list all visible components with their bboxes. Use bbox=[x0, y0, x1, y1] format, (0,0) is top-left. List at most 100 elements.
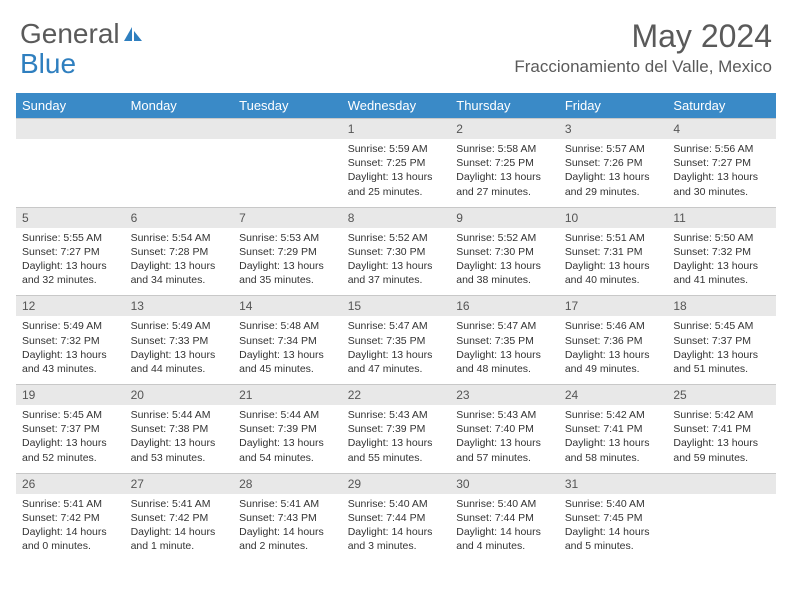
daylight-text: Daylight: 14 hours and 0 minutes. bbox=[22, 525, 119, 553]
sunset-text: Sunset: 7:32 PM bbox=[673, 245, 770, 259]
day-number-row: 12131415161718 bbox=[16, 296, 776, 317]
day-number: 22 bbox=[342, 385, 451, 406]
sunrise-text: Sunrise: 5:44 AM bbox=[239, 408, 336, 422]
day-number: 12 bbox=[16, 296, 125, 317]
day-content-row: Sunrise: 5:59 AMSunset: 7:25 PMDaylight:… bbox=[16, 139, 776, 207]
sunrise-text: Sunrise: 5:46 AM bbox=[565, 319, 662, 333]
day-number: 24 bbox=[559, 385, 668, 406]
sunrise-text: Sunrise: 5:40 AM bbox=[456, 497, 553, 511]
daylight-text: Daylight: 13 hours and 34 minutes. bbox=[131, 259, 228, 287]
day-number bbox=[233, 119, 342, 140]
weekday-header: Thursday bbox=[450, 93, 559, 119]
day-cell: Sunrise: 5:57 AMSunset: 7:26 PMDaylight:… bbox=[559, 139, 668, 207]
daylight-text: Daylight: 13 hours and 45 minutes. bbox=[239, 348, 336, 376]
daylight-text: Daylight: 13 hours and 49 minutes. bbox=[565, 348, 662, 376]
daylight-text: Daylight: 13 hours and 55 minutes. bbox=[348, 436, 445, 464]
sunrise-text: Sunrise: 5:59 AM bbox=[348, 142, 445, 156]
sunset-text: Sunset: 7:37 PM bbox=[22, 422, 119, 436]
sunrise-text: Sunrise: 5:48 AM bbox=[239, 319, 336, 333]
day-cell: Sunrise: 5:40 AMSunset: 7:45 PMDaylight:… bbox=[559, 494, 668, 562]
day-cell: Sunrise: 5:42 AMSunset: 7:41 PMDaylight:… bbox=[559, 405, 668, 473]
sails-icon bbox=[122, 18, 144, 50]
day-number bbox=[667, 473, 776, 494]
title-block: May 2024 Fraccionamiento del Valle, Mexi… bbox=[514, 18, 772, 77]
sunset-text: Sunset: 7:35 PM bbox=[348, 334, 445, 348]
day-number: 13 bbox=[125, 296, 234, 317]
day-cell: Sunrise: 5:55 AMSunset: 7:27 PMDaylight:… bbox=[16, 228, 125, 296]
day-number: 27 bbox=[125, 473, 234, 494]
daylight-text: Daylight: 14 hours and 1 minute. bbox=[131, 525, 228, 553]
sunrise-text: Sunrise: 5:49 AM bbox=[22, 319, 119, 333]
day-content-row: Sunrise: 5:45 AMSunset: 7:37 PM Daylight:… bbox=[16, 405, 776, 473]
day-cell: Sunrise: 5:46 AMSunset: 7:36 PMDaylight:… bbox=[559, 316, 668, 384]
weekday-header-row: Sunday Monday Tuesday Wednesday Thursday… bbox=[16, 93, 776, 119]
day-cell: Sunrise: 5:42 AMSunset: 7:41 PMDaylight:… bbox=[667, 405, 776, 473]
day-cell: Sunrise: 5:41 AMSunset: 7:43 PMDaylight:… bbox=[233, 494, 342, 562]
sunrise-text: Sunrise: 5:56 AM bbox=[673, 142, 770, 156]
sunrise-text: Sunrise: 5:43 AM bbox=[348, 408, 445, 422]
day-cell: Sunrise: 5:44 AMSunset: 7:38 PMDaylight:… bbox=[125, 405, 234, 473]
sunset-text: Sunset: 7:42 PM bbox=[131, 511, 228, 525]
day-cell: Sunrise: 5:41 AMSunset: 7:42 PMDaylight:… bbox=[16, 494, 125, 562]
day-number: 17 bbox=[559, 296, 668, 317]
sunset-text: Sunset: 7:26 PM bbox=[565, 156, 662, 170]
page-header: General May 2024 Fraccionamiento del Val… bbox=[0, 0, 792, 83]
daylight-text: Daylight: 14 hours and 5 minutes. bbox=[565, 525, 662, 553]
day-cell: Sunrise: 5:40 AMSunset: 7:44 PMDaylight:… bbox=[342, 494, 451, 562]
day-number: 25 bbox=[667, 385, 776, 406]
day-number-row: 1234 bbox=[16, 119, 776, 140]
sunset-text: Sunset: 7:42 PM bbox=[22, 511, 119, 525]
sunrise-text: Sunrise: 5:55 AM bbox=[22, 231, 119, 245]
day-cell: Sunrise: 5:50 AMSunset: 7:32 PMDaylight:… bbox=[667, 228, 776, 296]
day-cell: Sunrise: 5:53 AMSunset: 7:29 PMDaylight:… bbox=[233, 228, 342, 296]
calendar-table: Sunday Monday Tuesday Wednesday Thursday… bbox=[16, 93, 776, 561]
daylight-text: Daylight: 13 hours and 30 minutes. bbox=[673, 170, 770, 198]
day-cell: Sunrise: 5:41 AMSunset: 7:42 PMDaylight:… bbox=[125, 494, 234, 562]
day-number: 3 bbox=[559, 119, 668, 140]
weekday-header: Monday bbox=[125, 93, 234, 119]
day-content-row: Sunrise: 5:49 AMSunset: 7:32 PM Daylight:… bbox=[16, 316, 776, 384]
day-number: 15 bbox=[342, 296, 451, 317]
daylight-text: Daylight: 13 hours and 29 minutes. bbox=[565, 170, 662, 198]
daylight-text: Daylight: 14 hours and 4 minutes. bbox=[456, 525, 553, 553]
daylight-text: Daylight: 13 hours and 58 minutes. bbox=[565, 436, 662, 464]
daylight-text: Daylight: 13 hours and 25 minutes. bbox=[348, 170, 445, 198]
day-number: 2 bbox=[450, 119, 559, 140]
day-cell: Sunrise: 5:47 AMSunset: 7:35 PMDaylight:… bbox=[342, 316, 451, 384]
sunset-text: Sunset: 7:32 PM bbox=[22, 334, 119, 348]
sunset-text: Sunset: 7:36 PM bbox=[565, 334, 662, 348]
sunrise-text: Sunrise: 5:53 AM bbox=[239, 231, 336, 245]
sunset-text: Sunset: 7:37 PM bbox=[673, 334, 770, 348]
day-number-row: 19202122232425 bbox=[16, 385, 776, 406]
day-content-row: Sunrise: 5:41 AMSunset: 7:42 PMDaylight:… bbox=[16, 494, 776, 562]
sunrise-text: Sunrise: 5:45 AM bbox=[22, 408, 119, 422]
daylight-text: Daylight: 13 hours and 32 minutes. bbox=[22, 259, 119, 287]
day-number: 9 bbox=[450, 207, 559, 228]
sunrise-text: Sunrise: 5:52 AM bbox=[348, 231, 445, 245]
day-number: 4 bbox=[667, 119, 776, 140]
day-number: 28 bbox=[233, 473, 342, 494]
weekday-header: Saturday bbox=[667, 93, 776, 119]
day-cell: Sunrise: 5:48 AMSunset: 7:34 PMDaylight:… bbox=[233, 316, 342, 384]
day-cell: Sunrise: 5:52 AMSunset: 7:30 PMDaylight:… bbox=[342, 228, 451, 296]
sunset-text: Sunset: 7:41 PM bbox=[565, 422, 662, 436]
day-cell: Sunrise: 5:45 AMSunset: 7:37 PMDaylight:… bbox=[16, 405, 125, 473]
day-number: 16 bbox=[450, 296, 559, 317]
sunset-text: Sunset: 7:29 PM bbox=[239, 245, 336, 259]
daylight-text: Daylight: 14 hours and 2 minutes. bbox=[239, 525, 336, 553]
sunset-text: Sunset: 7:27 PM bbox=[673, 156, 770, 170]
day-number: 30 bbox=[450, 473, 559, 494]
daylight-text: Daylight: 13 hours and 37 minutes. bbox=[348, 259, 445, 287]
daylight-text: Daylight: 13 hours and 57 minutes. bbox=[456, 436, 553, 464]
sunset-text: Sunset: 7:34 PM bbox=[239, 334, 336, 348]
sunrise-text: Sunrise: 5:41 AM bbox=[239, 497, 336, 511]
sunrise-text: Sunrise: 5:51 AM bbox=[565, 231, 662, 245]
day-cell: Sunrise: 5:45 AMSunset: 7:37 PMDaylight:… bbox=[667, 316, 776, 384]
day-number: 31 bbox=[559, 473, 668, 494]
sunrise-text: Sunrise: 5:42 AM bbox=[673, 408, 770, 422]
day-number: 10 bbox=[559, 207, 668, 228]
sunset-text: Sunset: 7:30 PM bbox=[456, 245, 553, 259]
day-number bbox=[125, 119, 234, 140]
daylight-text: Daylight: 13 hours and 48 minutes. bbox=[456, 348, 553, 376]
sunrise-text: Sunrise: 5:40 AM bbox=[348, 497, 445, 511]
